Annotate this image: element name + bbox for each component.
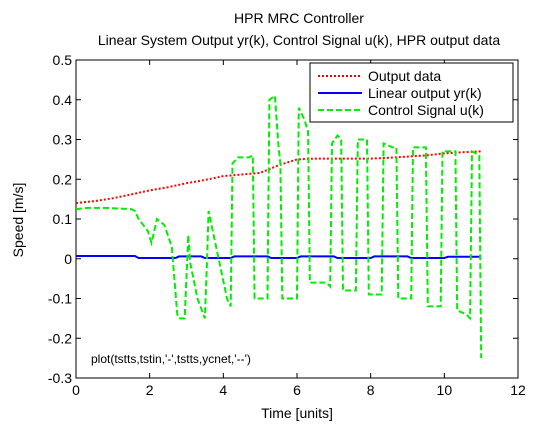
y-tick-label: 0.3 <box>53 132 73 148</box>
x-axis-ticks: 0 2 4 6 8 10 12 <box>72 60 526 398</box>
x-tick-label: 8 <box>367 382 375 398</box>
series-lines <box>75 93 483 359</box>
y-tick-label: 0 <box>64 251 72 267</box>
y-tick-label: -0.1 <box>48 291 72 307</box>
series-line-2 <box>75 93 483 359</box>
series-line-1 <box>76 255 482 259</box>
y-tick-label: 0.1 <box>53 211 73 227</box>
x-tick-label: 12 <box>510 382 526 398</box>
x-tick-label: 2 <box>146 382 154 398</box>
series-line-0 <box>75 150 482 205</box>
y-tick-label: 0.2 <box>53 171 73 187</box>
x-tick-label: 4 <box>219 382 227 398</box>
code-annotation: plot(tstts,tstin,'-',tstts,ycnet,'--') <box>91 352 251 366</box>
y-tick-label: 0.5 <box>53 52 73 68</box>
y-tick-label: -0.3 <box>48 370 72 386</box>
x-axis-label: Time [units] <box>261 405 333 421</box>
y-axis-ticks: -0.3 -0.2 -0.1 0 0.1 0.2 0.3 0.4 0.5 <box>48 52 518 386</box>
chart-title: HPR MRC Controller <box>234 10 364 26</box>
legend-label: Control Signal u(k) <box>368 102 484 118</box>
legend-label: Output data <box>368 68 441 84</box>
chart-subtitle: Linear System Output yr(k), Control Sign… <box>98 32 500 48</box>
x-tick-label: 0 <box>72 382 80 398</box>
x-tick-label: 6 <box>293 382 301 398</box>
legend-label: Linear output yr(k) <box>368 85 482 101</box>
y-axis-label: Speed [m/s] <box>10 183 26 258</box>
x-tick-label: 10 <box>437 382 453 398</box>
y-tick-label: 0.4 <box>53 92 73 108</box>
y-tick-label: -0.2 <box>48 330 72 346</box>
